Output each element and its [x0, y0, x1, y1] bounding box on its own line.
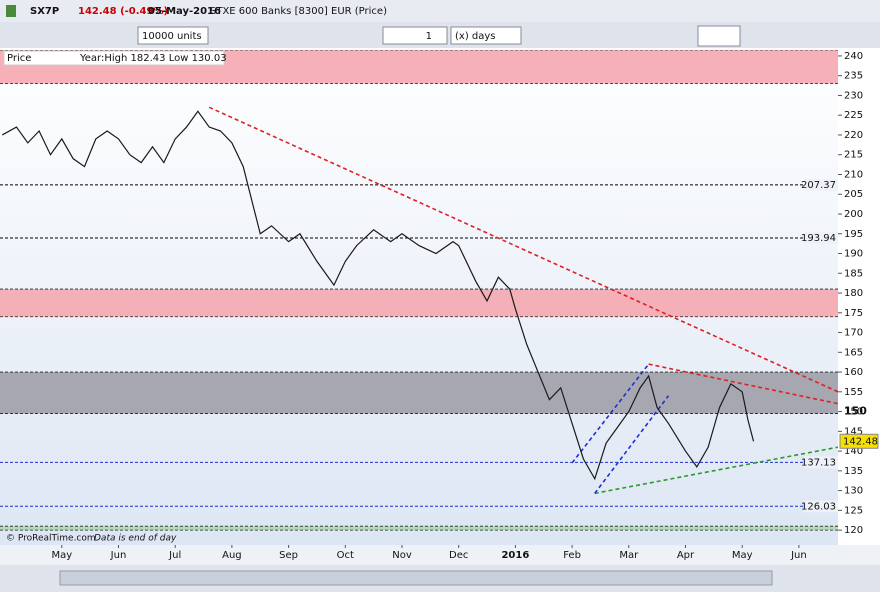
panel-info: Year:High 182.43 Low 130.03 — [79, 53, 227, 64]
x-tick-label: Oct — [337, 550, 354, 561]
x-tick-label: Jun — [790, 550, 807, 561]
y-tick-label: 185 — [844, 268, 863, 279]
last-price: 142.48 — [843, 436, 878, 447]
y-tick-label: 175 — [844, 308, 863, 319]
zone — [0, 526, 838, 531]
x-tick-label: Jul — [168, 550, 181, 561]
price-line — [1, 110, 755, 481]
level-label: 207.37 — [801, 180, 836, 191]
x-tick-label: Dec — [449, 550, 468, 561]
trend-line — [594, 395, 670, 494]
x-tick-label: Sep — [279, 550, 298, 561]
last-price-box — [839, 433, 879, 449]
y-tick-label: 210 — [844, 169, 863, 180]
symbol[interactable]: SX7P — [30, 6, 59, 17]
y-tick-label: 145 — [844, 426, 863, 437]
note: Data is end of day — [94, 534, 177, 544]
level-label: 137.13 — [801, 457, 836, 468]
y-tick-label: 135 — [844, 466, 863, 477]
count-input[interactable] — [382, 26, 448, 45]
price-line-label: 150 — [844, 405, 867, 418]
count: 1 — [426, 31, 432, 42]
app-icon[interactable] — [6, 5, 16, 17]
y-tick-label: 170 — [844, 328, 863, 339]
y-tick-label: 165 — [844, 347, 863, 358]
title-bar — [0, 0, 880, 22]
zone — [0, 289, 838, 317]
level-label-bg — [804, 231, 838, 244]
y-tick-label: 140 — [844, 446, 863, 457]
y-tick-label: 230 — [844, 90, 863, 101]
y-tick-label: 235 — [844, 71, 863, 82]
trend-line — [594, 446, 838, 495]
y-tick-label: 240 — [844, 51, 863, 62]
y-tick-label: 220 — [844, 130, 863, 141]
time-axis — [0, 545, 880, 565]
y-tick-label: 200 — [844, 209, 863, 220]
y-tick-label: 190 — [844, 249, 863, 260]
x-tick-label: May — [732, 550, 753, 561]
period: (x) days — [455, 31, 496, 42]
period-select[interactable] — [450, 26, 522, 45]
change: 142.48 (-0.49%) — [78, 6, 168, 17]
copyright: © ProRealTime.com — [6, 534, 96, 544]
level-label: 193.94 — [801, 233, 836, 244]
date: 05-May-2016 — [148, 6, 221, 17]
level-label-bg — [804, 456, 838, 469]
y-tick-label: 155 — [844, 387, 863, 398]
units: 10000 units — [142, 31, 202, 42]
panel-header — [3, 50, 225, 66]
y-tick-label: 205 — [844, 189, 863, 200]
x-tick-label: Mar — [619, 550, 639, 561]
x-tick-label: Nov — [392, 550, 412, 561]
x-tick-label: Aug — [222, 550, 242, 561]
y-tick-label: 225 — [844, 110, 863, 121]
instrument: STXE 600 Banks [8300] EUR (Price) — [210, 6, 387, 17]
x-tick-label: Feb — [563, 550, 581, 561]
x-tick-label: 2016 — [501, 550, 529, 561]
y-tick-label: 120 — [844, 525, 863, 536]
trend-line — [208, 106, 838, 393]
y-tick-label: 180 — [844, 288, 863, 299]
y-tick-label: 160 — [844, 367, 863, 378]
zone — [0, 372, 838, 414]
y-tick-label: 130 — [844, 486, 863, 497]
y-tick-label: 125 — [844, 505, 863, 516]
level-label: 126.03 — [801, 501, 836, 512]
units-select[interactable] — [137, 26, 209, 45]
level-label-bg — [804, 178, 838, 191]
chart-type-button[interactable] — [697, 25, 741, 47]
y-tick-label: 215 — [844, 150, 863, 161]
scroll-track[interactable] — [59, 570, 773, 586]
level-label-bg — [804, 500, 838, 513]
x-tick-label: May — [51, 550, 72, 561]
price-axis — [838, 48, 880, 545]
panel-label: Price — [7, 53, 31, 64]
y-tick-label: 150 — [844, 407, 863, 418]
x-tick-label: Apr — [677, 550, 695, 561]
x-tick-label: Jun — [110, 550, 127, 561]
trend-line — [648, 363, 838, 405]
y-tick-label: 195 — [844, 229, 863, 240]
